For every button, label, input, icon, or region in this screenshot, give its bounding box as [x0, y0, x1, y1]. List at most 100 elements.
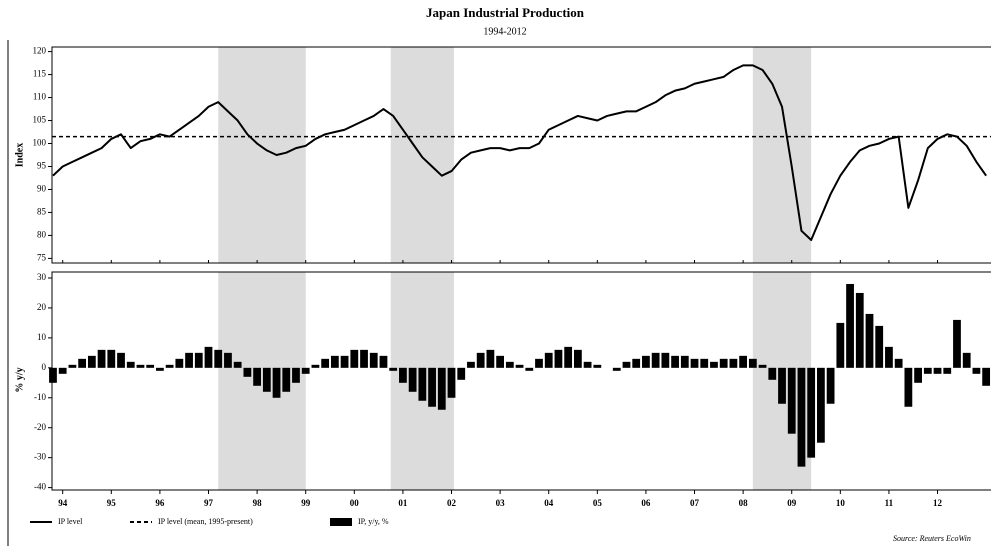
- yoy-bar: [243, 367, 252, 377]
- yoy-bar: [923, 367, 932, 374]
- x-tick-label: 11: [885, 498, 894, 508]
- chart-subtitle: 1994-2012: [483, 26, 526, 37]
- yoy-bar: [593, 364, 602, 368]
- yoy-bar: [107, 349, 116, 368]
- yoy-bar: [418, 367, 427, 401]
- x-tick-label: 99: [301, 498, 311, 508]
- x-tick-label: 04: [544, 498, 554, 508]
- yoy-bar: [739, 355, 748, 368]
- y2-tick-label: 30: [37, 272, 47, 282]
- yoy-bar: [826, 367, 835, 404]
- yoy-bar: [894, 358, 903, 368]
- yoy-bar: [301, 367, 310, 374]
- yoy-bar: [146, 364, 155, 368]
- yoy-bar: [758, 364, 767, 368]
- yoy-bar: [817, 367, 825, 443]
- y-axis-label: Index: [14, 143, 25, 167]
- yoy-bar: [136, 364, 145, 368]
- yoy-bar: [953, 319, 961, 368]
- y2-tick-label: 10: [37, 332, 47, 342]
- yoy-bar: [233, 361, 242, 368]
- x-tick-label: 94: [58, 498, 68, 508]
- yoy-bar: [544, 352, 553, 368]
- x-tick-label: 97: [204, 498, 214, 508]
- yoy-bar: [428, 367, 436, 407]
- yoy-bar: [272, 367, 281, 398]
- yoy-bar: [185, 352, 193, 368]
- yoy-bar: [437, 367, 446, 410]
- y-tick-label: 75: [37, 252, 47, 262]
- y-tick-label: 115: [33, 69, 47, 79]
- yoy-bar: [690, 358, 699, 368]
- chart-title: Japan Industrial Production: [426, 5, 585, 20]
- x-tick-label: 00: [350, 498, 360, 508]
- x-tick-label: 98: [253, 498, 263, 508]
- yoy-bar: [642, 355, 650, 368]
- yoy-bar: [476, 352, 485, 368]
- y2-tick-label: 0: [42, 362, 47, 372]
- x-tick-label: 95: [107, 498, 117, 508]
- yoy-bar: [933, 367, 942, 374]
- yoy-bar: [321, 358, 330, 368]
- y2-tick-label: -30: [34, 452, 46, 462]
- x-tick-label: 96: [155, 498, 165, 508]
- recession-band: [218, 47, 306, 263]
- y-tick-label: 110: [33, 92, 47, 102]
- legend-label: IP level (mean, 1995-present): [158, 517, 253, 526]
- yoy-bar: [612, 367, 621, 371]
- yoy-bar: [204, 346, 213, 368]
- y-tick-label: 120: [33, 46, 47, 56]
- yoy-bar: [787, 367, 796, 434]
- ip-level-line: [52, 64, 987, 242]
- yoy-bar: [340, 355, 349, 368]
- yoy-bar: [515, 364, 524, 368]
- yoy-bar: [768, 367, 777, 380]
- plot-frame: [51, 46, 991, 264]
- yoy-bar: [486, 349, 495, 368]
- yoy-bar: [117, 352, 125, 368]
- yoy-bar: [632, 358, 641, 368]
- yoy-bar: [651, 352, 660, 368]
- x-tick-label: 03: [496, 498, 506, 508]
- yoy-bar: [58, 367, 67, 374]
- y2-tick-label: -40: [34, 482, 46, 492]
- yoy-bar: [885, 346, 893, 368]
- yoy-bar: [564, 346, 573, 368]
- yoy-bar: [165, 364, 174, 368]
- yoy-bar: [224, 352, 232, 368]
- yoy-bar: [748, 358, 757, 368]
- yoy-bar: [87, 355, 96, 368]
- x-tick-label: 05: [593, 498, 603, 508]
- yoy-bar: [97, 349, 106, 368]
- yoy-bar: [175, 358, 184, 368]
- yoy-bar: [369, 352, 378, 368]
- y-tick-label: 90: [37, 184, 47, 194]
- yoy-bar: [855, 292, 864, 368]
- yoy-bar: [350, 349, 359, 368]
- yoy-bar: [262, 367, 271, 392]
- yoy-bar: [467, 361, 475, 368]
- legend-label: IP level: [58, 517, 83, 526]
- yoy-bar: [253, 367, 261, 386]
- y-tick-label: 100: [33, 138, 47, 148]
- y-tick-label: 85: [37, 207, 47, 217]
- yoy-bar: [719, 358, 728, 368]
- y2-tick-label: -10: [34, 392, 46, 402]
- x-tick-label: 06: [641, 498, 651, 508]
- yoy-bar: [700, 358, 709, 368]
- x-tick-label: 12: [933, 498, 943, 508]
- yoy-bar: [68, 364, 77, 368]
- yoy-bar: [457, 367, 466, 380]
- yoy-bar: [583, 361, 592, 368]
- yoy-bar: [865, 313, 874, 368]
- yoy-bar: [399, 367, 407, 383]
- yoy-bar: [360, 349, 368, 368]
- recession-band: [218, 272, 306, 490]
- y-tick-label: 95: [37, 161, 47, 171]
- yoy-bar: [194, 352, 203, 368]
- yoy-bar: [379, 355, 388, 368]
- yoy-bar: [914, 367, 922, 383]
- yoy-bar: [778, 367, 786, 404]
